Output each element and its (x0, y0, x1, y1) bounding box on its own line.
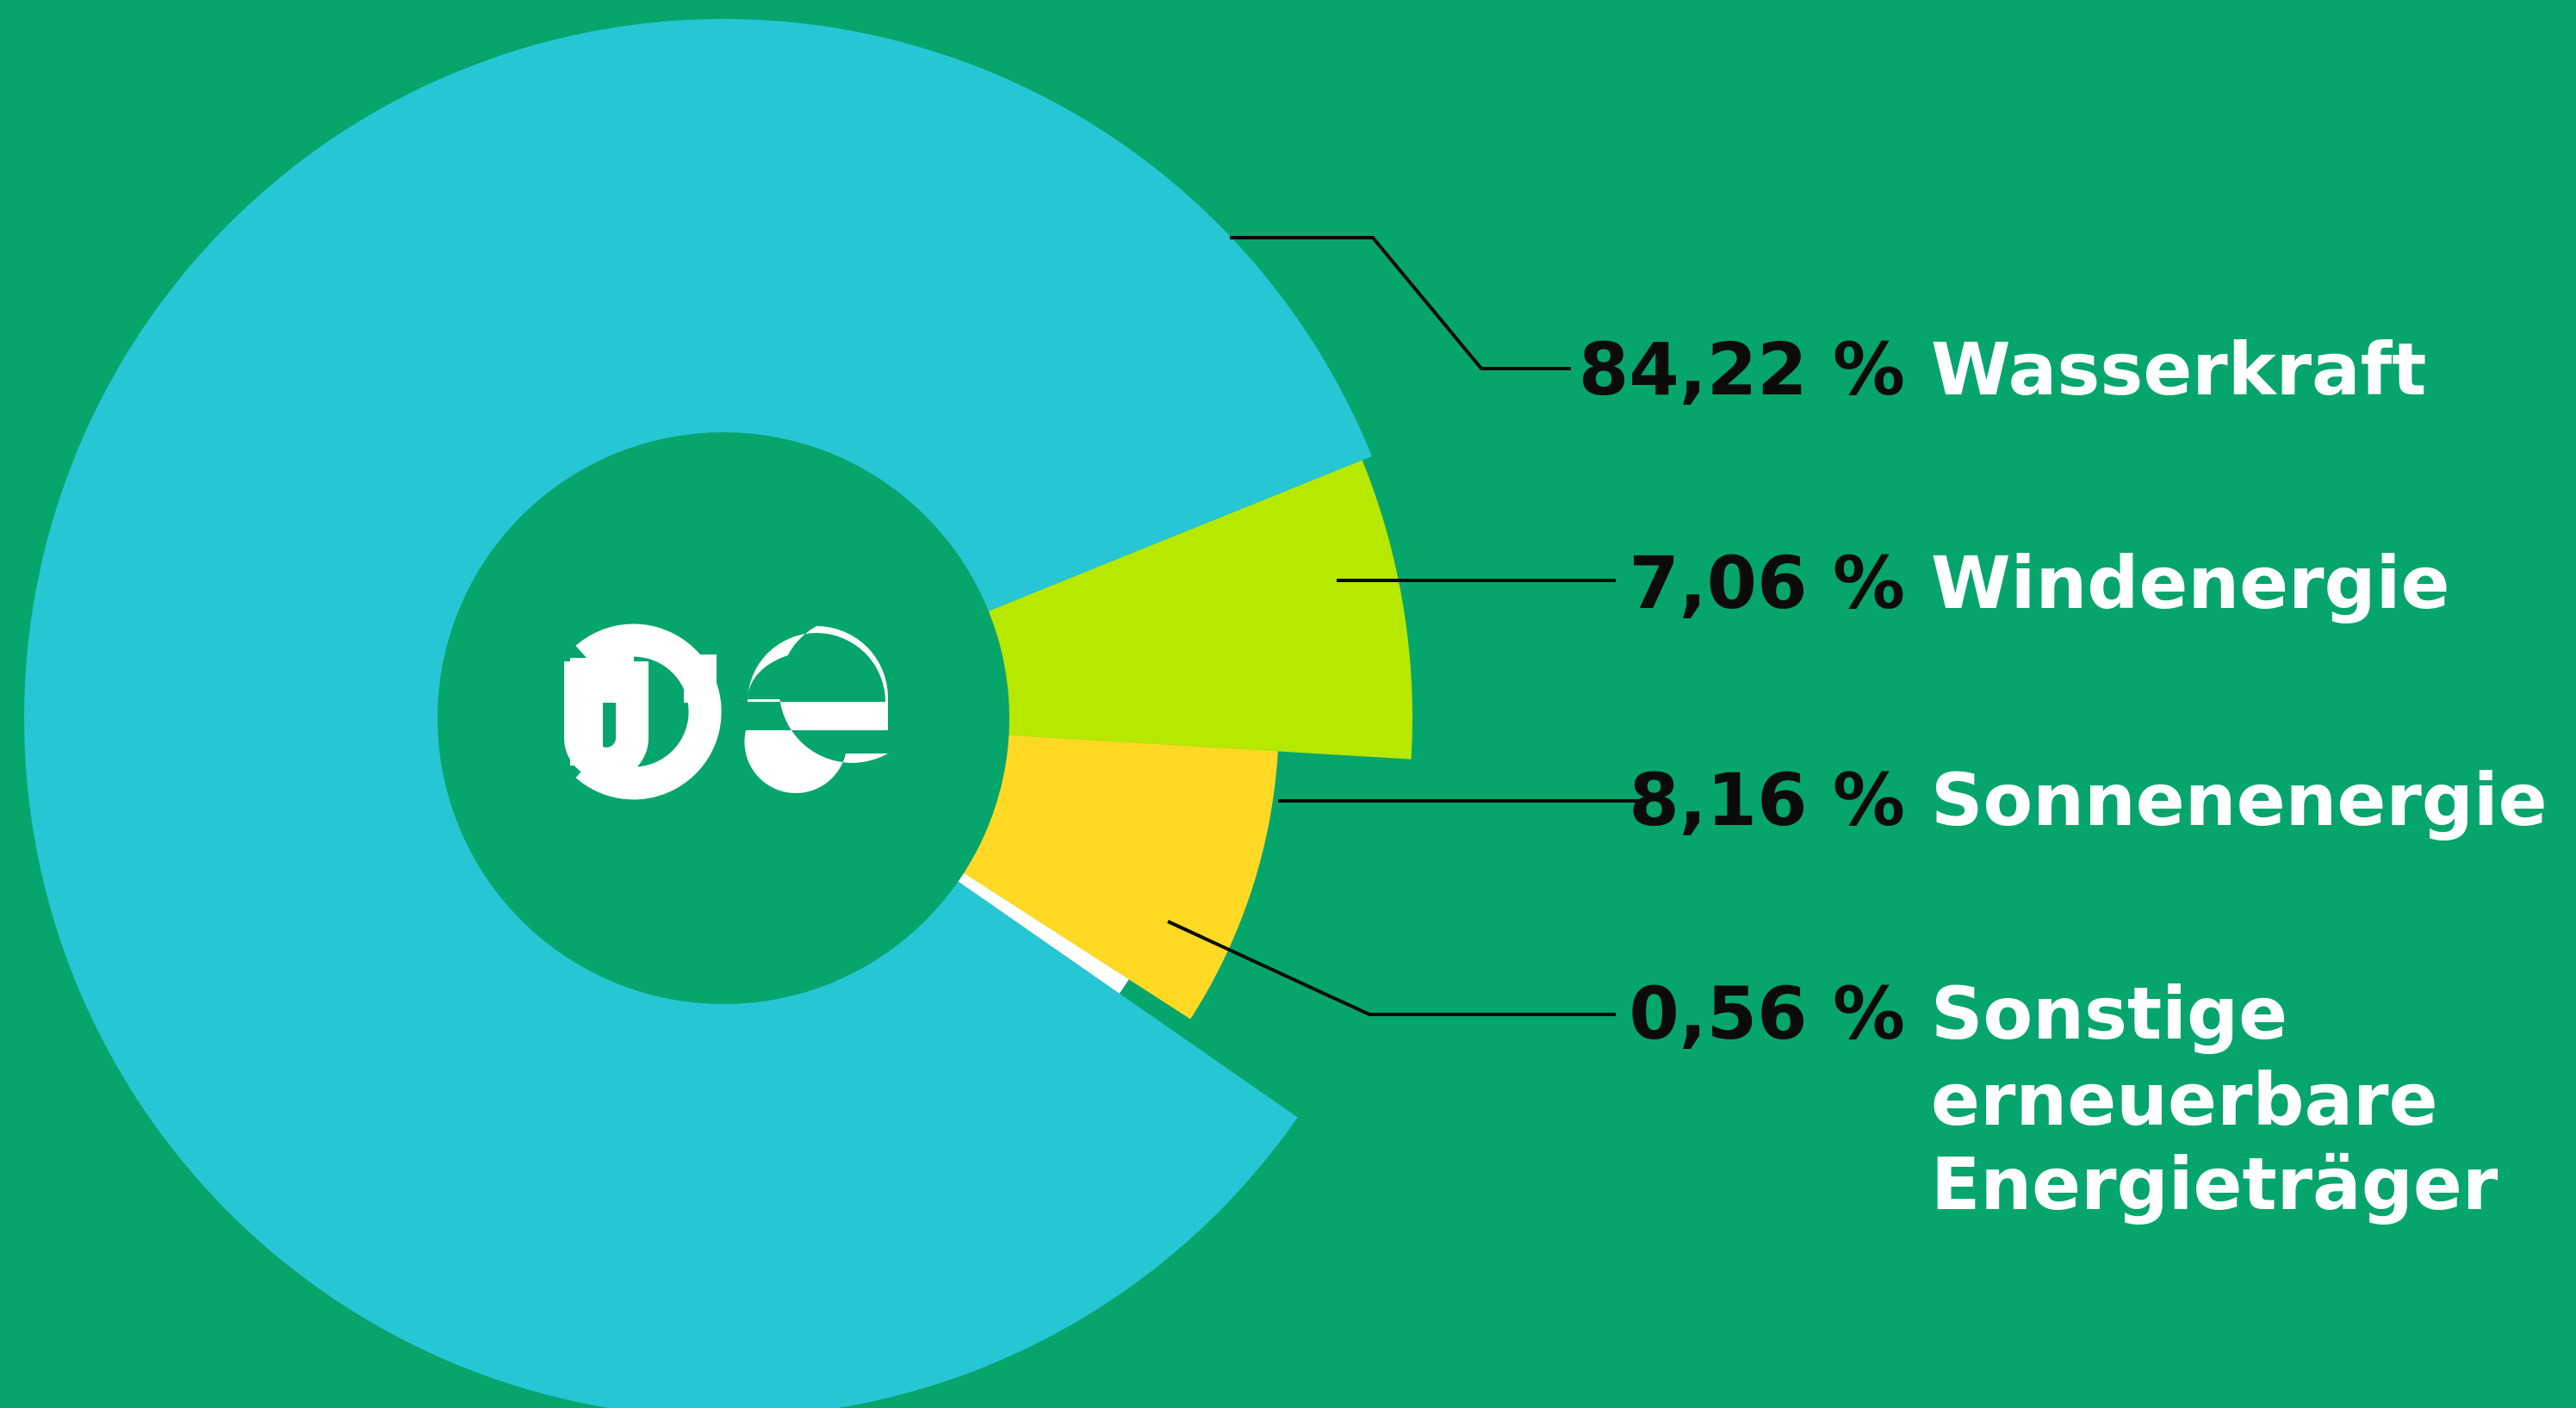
slice-name-label: Wasserkraft (1931, 327, 2426, 412)
slice-value-label: 84,22 % (1579, 327, 1905, 412)
pie-slice-sonstige-erneuerbare-energieträger (956, 871, 1129, 994)
pie-slice-windenergie (986, 460, 1412, 760)
leader-lines (1167, 236, 1642, 1016)
slice-value-label: 8,16 % (1629, 758, 1905, 842)
donut-hole-circle (438, 432, 1009, 1004)
slice-name-label: erneuerbare (1931, 1058, 2438, 1142)
pie-slices (24, 19, 1412, 1408)
slice-name-label: Sonnenenergie (1931, 758, 2548, 842)
slice-value-label: 0,56 % (1629, 971, 1905, 1056)
pie-slice-wasserkraft (24, 19, 1372, 1408)
slice-labels: 84,22 % Wasserkraft 7,06 % Windenergie 8,16 … (1579, 327, 2548, 1226)
pie-slice-sonnenenergie (962, 735, 1278, 1020)
oe-plug-logo-icon (564, 623, 888, 800)
slice-name-label: Windenergie (1931, 541, 2449, 625)
donut-hole (438, 432, 1009, 1004)
leader-line (1230, 236, 1571, 370)
slice-value-label: 7,06 % (1629, 541, 1905, 625)
slice-name-label: Sonstige (1931, 971, 2287, 1056)
leader-line (1167, 920, 1616, 1016)
slice-name-label: Energieträger (1931, 1142, 2498, 1226)
